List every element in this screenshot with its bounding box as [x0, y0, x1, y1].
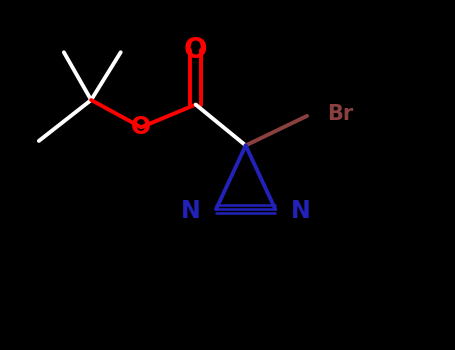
Text: O: O [184, 36, 207, 64]
Text: Br: Br [328, 104, 354, 124]
Text: N: N [181, 199, 200, 223]
Text: O: O [131, 115, 151, 139]
Text: N: N [291, 199, 311, 223]
